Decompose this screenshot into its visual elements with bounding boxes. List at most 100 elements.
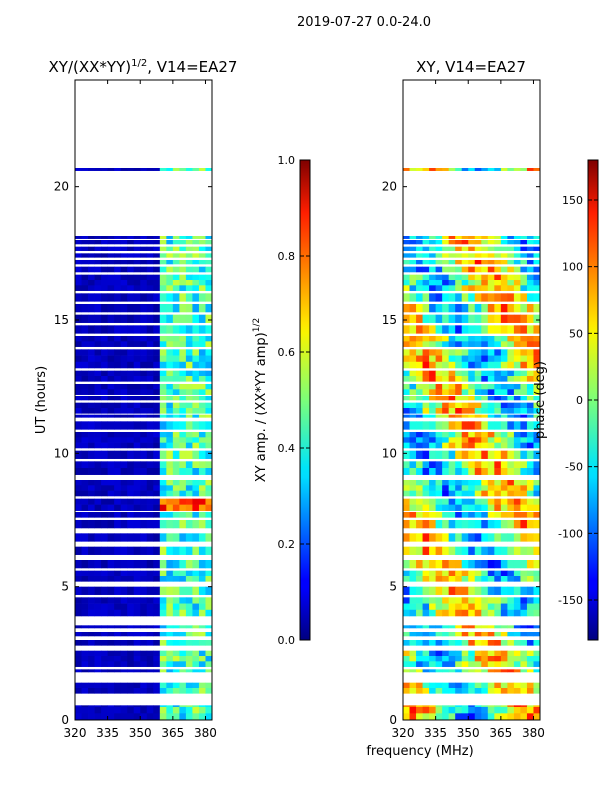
amplitude-cell	[192, 640, 200, 646]
amplitude-cell	[185, 512, 193, 518]
amplitude-cell	[127, 586, 135, 595]
phase-cell	[403, 609, 410, 617]
amplitude-cell	[166, 560, 174, 569]
phase-cell	[481, 661, 489, 667]
amplitude-cell	[140, 240, 148, 245]
amplitude-cell	[114, 246, 122, 251]
amplitude-cell	[192, 260, 200, 265]
amplitude-cell	[205, 384, 212, 390]
amplitude-cell	[179, 490, 187, 497]
amplitude-cell	[146, 325, 154, 334]
amplitude-cell	[140, 632, 148, 637]
amplitude-cell	[166, 349, 174, 356]
phase-cell	[435, 498, 443, 505]
amplitude-cell	[107, 396, 115, 401]
phase-cell	[507, 370, 515, 377]
amplitude-cell	[166, 713, 174, 720]
amplitude-cell	[185, 384, 193, 390]
amplitude-cell	[140, 253, 148, 258]
x-tick-label: 380	[194, 726, 217, 740]
amplitude-cell	[75, 314, 82, 323]
amplitude-cell	[159, 520, 167, 529]
amplitude-cell	[133, 336, 141, 342]
amplitude-cell	[75, 437, 82, 443]
amplitude-cell	[192, 533, 200, 542]
phase-cell	[526, 349, 534, 356]
phase-cell	[494, 688, 502, 694]
amplitude-cell	[101, 376, 109, 382]
phase-cell	[526, 625, 534, 629]
phase-cell	[474, 432, 482, 438]
phase-cell	[520, 468, 528, 475]
amplitude-cell	[172, 682, 180, 689]
phase-cell	[487, 341, 495, 347]
phase-cell	[520, 485, 528, 491]
amplitude-cell	[159, 384, 167, 390]
phase-cell	[403, 361, 410, 369]
phase-cell	[533, 706, 540, 714]
phase-cell	[487, 682, 495, 689]
amplitude-cell	[192, 361, 200, 369]
phase-cell	[533, 450, 540, 459]
phase-cell	[422, 650, 430, 657]
phase-cell	[474, 546, 482, 555]
amplitude-cell	[81, 274, 89, 281]
phase-cell	[403, 576, 410, 582]
phase-cell	[429, 480, 437, 486]
phase-cell	[494, 304, 502, 313]
amplitude-cell	[172, 504, 180, 511]
phase-cell	[429, 274, 437, 281]
x-tick-label: 320	[64, 726, 87, 740]
amplitude-cell	[159, 533, 167, 542]
phase-cell	[429, 520, 437, 529]
phase-cell	[409, 442, 417, 449]
amplitude-cell	[140, 669, 148, 673]
phase-cell	[481, 468, 489, 475]
phase-cell	[494, 625, 502, 629]
amplitude-cell	[166, 485, 174, 491]
phase-cell	[409, 498, 417, 505]
phase-cell	[487, 603, 495, 611]
amplitude-cell	[172, 656, 180, 662]
amplitude-cell	[94, 490, 102, 497]
phase-cell	[461, 560, 469, 569]
amplitude-cell	[198, 669, 206, 673]
amplitude-cell	[179, 246, 187, 251]
amplitude-cell	[120, 504, 128, 511]
amplitude-cell	[127, 661, 135, 667]
amplitude-cell	[192, 450, 200, 459]
phase-cell	[507, 253, 515, 258]
phase-cell	[481, 293, 489, 302]
amplitude-cell	[94, 260, 102, 265]
amplitude-cell	[198, 688, 206, 694]
phase-cell	[403, 504, 410, 511]
phase-cell	[533, 586, 540, 595]
amplitude-cell	[127, 280, 135, 286]
amplitude-cell	[94, 706, 102, 714]
phase-cell	[533, 304, 540, 313]
phase-cell	[461, 570, 469, 577]
phase-cell	[487, 325, 495, 334]
amplitude-cell	[172, 408, 180, 414]
amplitude-cell	[94, 682, 102, 689]
amplitude-cell	[140, 640, 148, 646]
amplitude-cell	[133, 603, 141, 611]
amplitude-cell	[133, 266, 141, 273]
phase-cell	[481, 370, 489, 377]
phase-cell	[468, 713, 476, 720]
amplitude-cell	[114, 293, 122, 302]
amplitude-cell	[192, 586, 200, 595]
amplitude-cell	[120, 669, 128, 673]
amplitude-cell	[94, 236, 102, 239]
amplitude-cell	[101, 402, 109, 409]
amplitude-cell	[140, 314, 148, 323]
phase-cell	[500, 336, 508, 342]
phase-cell	[533, 414, 540, 418]
amplitude-cell	[101, 325, 109, 334]
phase-cell	[403, 370, 410, 377]
amplitude-cell	[114, 688, 122, 694]
phase-cell	[461, 576, 469, 582]
phase-cell	[500, 349, 508, 356]
phase-cell	[487, 576, 495, 582]
amplitude-cell	[127, 361, 135, 369]
